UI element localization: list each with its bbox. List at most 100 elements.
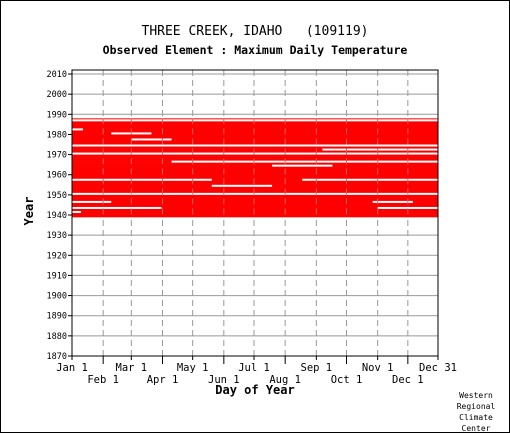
x-tick-label: May 1	[177, 362, 209, 374]
x-tick-label: Oct 1	[331, 374, 363, 386]
missing-data-gap	[72, 192, 438, 195]
missing-data-gap	[72, 206, 162, 209]
data-row	[72, 210, 438, 214]
x-tick-label: Dec 31	[419, 362, 457, 374]
data-row	[72, 172, 438, 176]
x-axis-label: Day of Year	[215, 383, 294, 397]
data-row	[72, 162, 438, 165]
missing-data-gap	[72, 178, 212, 181]
credit-line: Western	[459, 391, 493, 400]
data-row	[72, 188, 438, 192]
data-row	[72, 128, 438, 131]
chart-title: THREE CREEK, IDAHO (109119)	[141, 24, 369, 39]
x-tick-label: Mar 1	[116, 362, 148, 374]
data-row	[72, 178, 438, 182]
data-row	[72, 142, 438, 145]
y-tick-label: 1910	[47, 271, 67, 281]
x-tick-label: Sep 1	[301, 362, 333, 374]
missing-data-gap	[211, 184, 273, 187]
data-row	[72, 136, 438, 139]
data-row	[72, 194, 438, 198]
y-tick-label: 1960	[47, 171, 67, 181]
data-row	[72, 206, 438, 210]
x-tick-label: Apr 1	[147, 374, 179, 386]
data-row	[72, 158, 438, 161]
x-tick-label: Feb 1	[87, 374, 119, 386]
data-row	[72, 138, 438, 141]
data-row	[72, 170, 438, 174]
x-tick-label: Dec 1	[392, 374, 424, 386]
y-tick-label: 2010	[47, 70, 67, 80]
y-tick-label: 1950	[47, 191, 67, 201]
x-tick-label: Aug 1	[269, 374, 301, 386]
data-row	[72, 198, 438, 202]
credit-line: Climate	[459, 413, 493, 422]
data-row	[72, 180, 438, 184]
y-tick-label: 2000	[47, 90, 67, 100]
data-row	[72, 164, 438, 167]
y-tick-label: 1940	[47, 211, 67, 221]
data-row	[72, 190, 438, 194]
data-row	[72, 154, 438, 157]
x-tick-label: Jun 1	[208, 374, 240, 386]
y-tick-label: 1890	[47, 312, 67, 322]
missing-data-gap	[272, 164, 333, 167]
data-row	[72, 202, 438, 206]
y-tick-label: 1880	[47, 332, 67, 342]
y-tick-label: 1870	[47, 352, 67, 362]
data-row	[72, 140, 438, 143]
data-row	[72, 130, 438, 133]
y-tick-label: 1990	[47, 110, 67, 120]
data-row	[72, 134, 438, 137]
data-row	[72, 215, 438, 218]
data-row	[72, 132, 438, 135]
missing-data-gap	[72, 210, 82, 213]
y-tick-label: 1900	[47, 292, 67, 302]
missing-data-gap	[322, 148, 438, 151]
data-row	[72, 182, 438, 186]
data-row	[72, 166, 438, 169]
chart-subtitle: Observed Element : Maximum Daily Tempera…	[102, 43, 408, 57]
plot-area-border	[71, 69, 439, 357]
y-axis-label: Year	[22, 197, 36, 226]
y-tick-label: 1980	[47, 130, 67, 140]
data-layer	[72, 118, 439, 218]
data-row	[72, 196, 438, 200]
x-axis: Jan 1 Mar 1 May 1 Jul 1 Sep 1 Nov 1 Dec 31 Feb …	[56, 356, 457, 386]
y-tick-label: 1970	[47, 151, 67, 161]
x-tick-label: Nov 1	[362, 362, 394, 374]
missing-data-gap	[171, 160, 439, 163]
data-row	[72, 200, 438, 204]
x-tick-label: Jan 1	[56, 362, 88, 374]
missing-data-gap	[72, 119, 438, 122]
data-row	[72, 176, 438, 180]
data-row	[72, 126, 438, 129]
missing-data-gap	[131, 138, 172, 141]
missing-data-gap	[377, 206, 438, 209]
credit-label: Western Regional Climate Center	[448, 390, 504, 434]
y-axis: 1870 1880 1890 1900 1910 1920 1930 1940 1950 1960…	[47, 70, 72, 362]
x-tick-label: Jul 1	[238, 362, 270, 374]
data-row	[72, 213, 438, 216]
missing-data-gap	[302, 178, 438, 181]
missing-data-gap	[372, 200, 413, 203]
data-row	[72, 204, 438, 208]
data-row	[72, 124, 438, 127]
missing-data-gap	[72, 152, 438, 155]
data-row	[72, 168, 438, 172]
data-row	[72, 122, 438, 125]
data-row	[72, 120, 438, 123]
y-tick-label: 1930	[47, 231, 67, 241]
y-tick-label: 1920	[47, 251, 67, 261]
credit-line: Regional	[456, 402, 496, 411]
missing-data-gap	[72, 200, 112, 203]
data-row	[72, 150, 438, 153]
data-row	[72, 146, 438, 149]
data-row	[72, 208, 438, 212]
credit-line: Center	[461, 424, 491, 433]
data-row	[72, 148, 438, 151]
data-row	[72, 156, 438, 159]
missing-data-gap	[72, 144, 438, 147]
data-row	[72, 186, 438, 190]
